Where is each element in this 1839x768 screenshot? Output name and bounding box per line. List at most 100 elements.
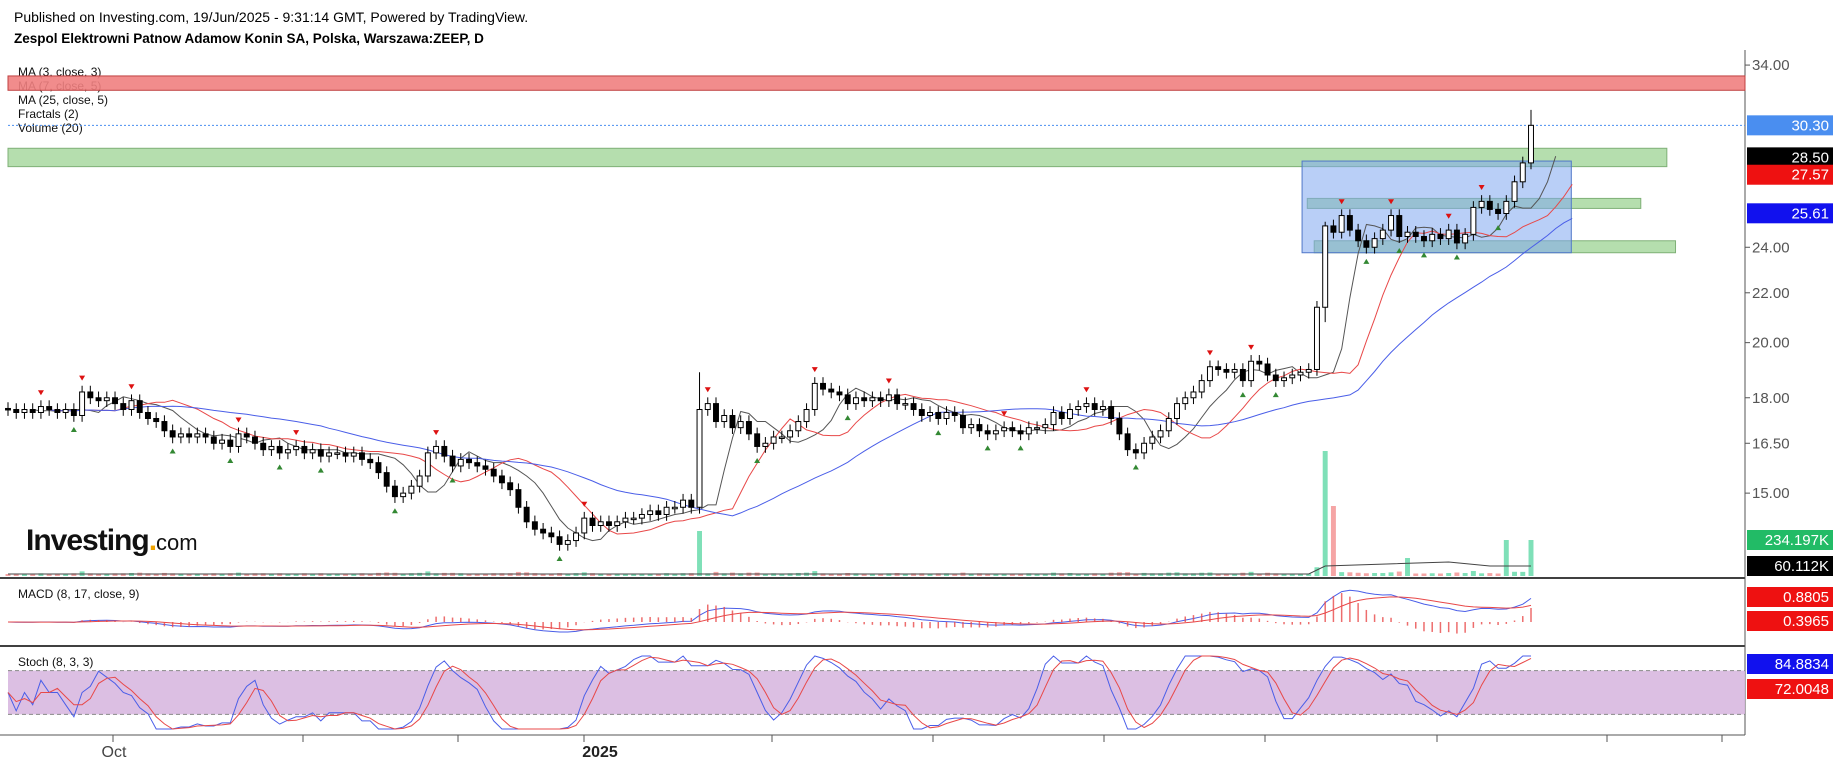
candle — [1091, 397, 1098, 416]
volume-bar — [688, 573, 694, 576]
candle — [548, 526, 555, 544]
price-label-bg — [1747, 611, 1833, 631]
volume-bar — [762, 573, 768, 576]
fractal-down-marker — [1239, 392, 1246, 398]
candle — [144, 406, 151, 425]
candle-body — [614, 521, 621, 526]
volume-bar — [1149, 573, 1155, 576]
volume-bar — [1421, 573, 1427, 576]
volume-bar — [1034, 574, 1040, 576]
candle-body — [482, 465, 489, 470]
candle-body — [1239, 368, 1246, 382]
candle-body — [1075, 406, 1082, 411]
volume-bar — [771, 573, 777, 576]
volume-bar — [203, 573, 209, 576]
stoch-band — [8, 670, 1745, 715]
candle — [540, 522, 547, 540]
volume-bar — [548, 573, 554, 576]
candle — [70, 403, 77, 422]
candle-body — [770, 436, 777, 444]
candle — [1050, 406, 1057, 431]
candle — [95, 391, 102, 407]
indicator-ma3[interactable]: MA (3, close, 3) — [18, 65, 102, 79]
volume-bar — [828, 573, 834, 576]
volume-bar — [1479, 573, 1485, 576]
volume-bar — [1520, 571, 1526, 576]
volume-bar — [38, 573, 44, 576]
candle-body — [713, 403, 719, 423]
candle-body — [424, 452, 431, 477]
candle-body — [1132, 449, 1139, 454]
candle — [737, 415, 744, 434]
fractal-down-marker — [1453, 254, 1460, 260]
candle-body — [1429, 233, 1436, 242]
candle — [400, 486, 407, 503]
candle-body — [573, 532, 580, 542]
candle-body — [976, 424, 983, 432]
candle-body — [745, 421, 752, 435]
volume-bar — [664, 573, 670, 576]
candle-body — [449, 455, 456, 467]
candle — [1132, 443, 1139, 460]
candle — [1108, 400, 1115, 425]
candle — [177, 427, 184, 444]
indicator-fractals[interactable]: Fractals (2) — [18, 107, 79, 121]
volume-bar — [1306, 573, 1312, 576]
candle — [704, 397, 711, 416]
candle-body — [869, 397, 876, 402]
candle — [416, 469, 423, 493]
candle-body — [1034, 427, 1041, 430]
candle — [1075, 400, 1082, 416]
volume-bar — [878, 573, 884, 576]
candle — [309, 443, 316, 460]
indicator-volume[interactable]: Volume (20) — [18, 121, 83, 135]
candle — [161, 415, 168, 438]
candle — [861, 391, 868, 407]
price-label-text: 60.112K — [1774, 558, 1829, 575]
candle-body — [1206, 366, 1213, 382]
volume-bar — [1347, 572, 1353, 576]
volume-bar — [911, 573, 917, 576]
volume-bar — [655, 573, 661, 576]
candle-body — [29, 409, 36, 413]
indicator-ma25[interactable]: MA (25, close, 5) — [18, 93, 109, 107]
volume-bar — [1487, 573, 1493, 576]
candle — [29, 403, 36, 419]
candle-body — [87, 391, 94, 399]
fractal-down-marker — [70, 427, 77, 433]
volume-bar — [1191, 573, 1196, 576]
volume-bar — [738, 573, 744, 576]
candle-body — [968, 424, 975, 429]
candle-body — [597, 521, 604, 526]
candle-body — [1198, 380, 1205, 393]
candle-body — [1099, 406, 1106, 411]
candle — [1116, 412, 1123, 441]
candle-body — [1421, 235, 1427, 242]
candle — [1190, 385, 1197, 405]
volume-bar — [614, 573, 620, 576]
candle-body — [13, 409, 20, 413]
volume-bar — [557, 573, 563, 576]
fractal-down-marker — [935, 430, 942, 436]
volume-bar — [1256, 573, 1262, 576]
candle-body — [523, 506, 530, 523]
price-label-text: 25.61 — [1791, 205, 1829, 222]
volume-bar — [1528, 540, 1534, 576]
candle-body — [803, 409, 810, 423]
candle-body — [1157, 430, 1164, 438]
candle — [1421, 230, 1427, 248]
fractal-up-marker — [1388, 199, 1395, 205]
candle — [1264, 357, 1271, 382]
price-label-bg — [1747, 203, 1833, 224]
volume-bar — [1405, 558, 1410, 576]
volume-bar — [277, 573, 283, 576]
volume-bar — [902, 574, 908, 576]
candle-body — [1379, 229, 1386, 240]
candle-body — [1067, 409, 1073, 420]
volume-bar — [1083, 573, 1089, 576]
x-tick-label: Oct — [102, 744, 127, 761]
volume-bar — [343, 573, 348, 576]
candle-body — [37, 406, 44, 413]
candle-body — [334, 452, 341, 455]
